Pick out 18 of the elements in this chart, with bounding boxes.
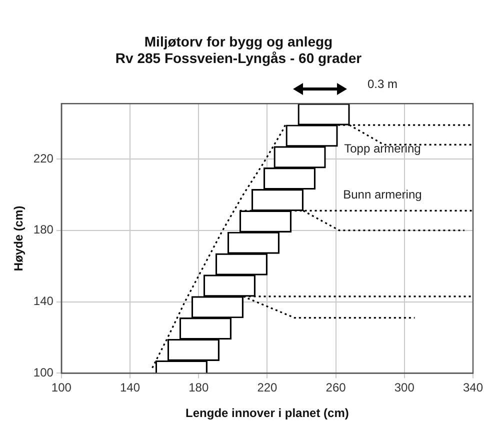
x-tick-label: 180 (188, 380, 209, 395)
y-tick-label: 100 (33, 366, 54, 380)
text: Miljøtorv for bygg og anlegg (144, 33, 333, 50)
x-tick-label: 340 (462, 380, 484, 395)
y-tick-label: 220 (33, 151, 54, 166)
x-tick-label: 260 (326, 380, 346, 395)
x-axis-title: Lengde innover i planet (cm) (186, 406, 349, 420)
y-axis-title: Høyde (cm) (12, 206, 26, 272)
x-tick-label: 300 (394, 380, 415, 395)
x-tick-label: 220 (257, 380, 278, 395)
annotation: Topp armering (344, 142, 421, 156)
x-tick-label: 140 (120, 380, 140, 395)
text: 0.3 m (367, 77, 398, 92)
x-tick-label: 100 (51, 380, 72, 395)
annotation: Bunn armering (343, 188, 422, 202)
text: Rv 285 Fossveien-Lyngås - 60 grader (115, 50, 362, 66)
y-tick-label: 180 (33, 222, 54, 237)
y-tick-label: 140 (33, 294, 54, 308)
